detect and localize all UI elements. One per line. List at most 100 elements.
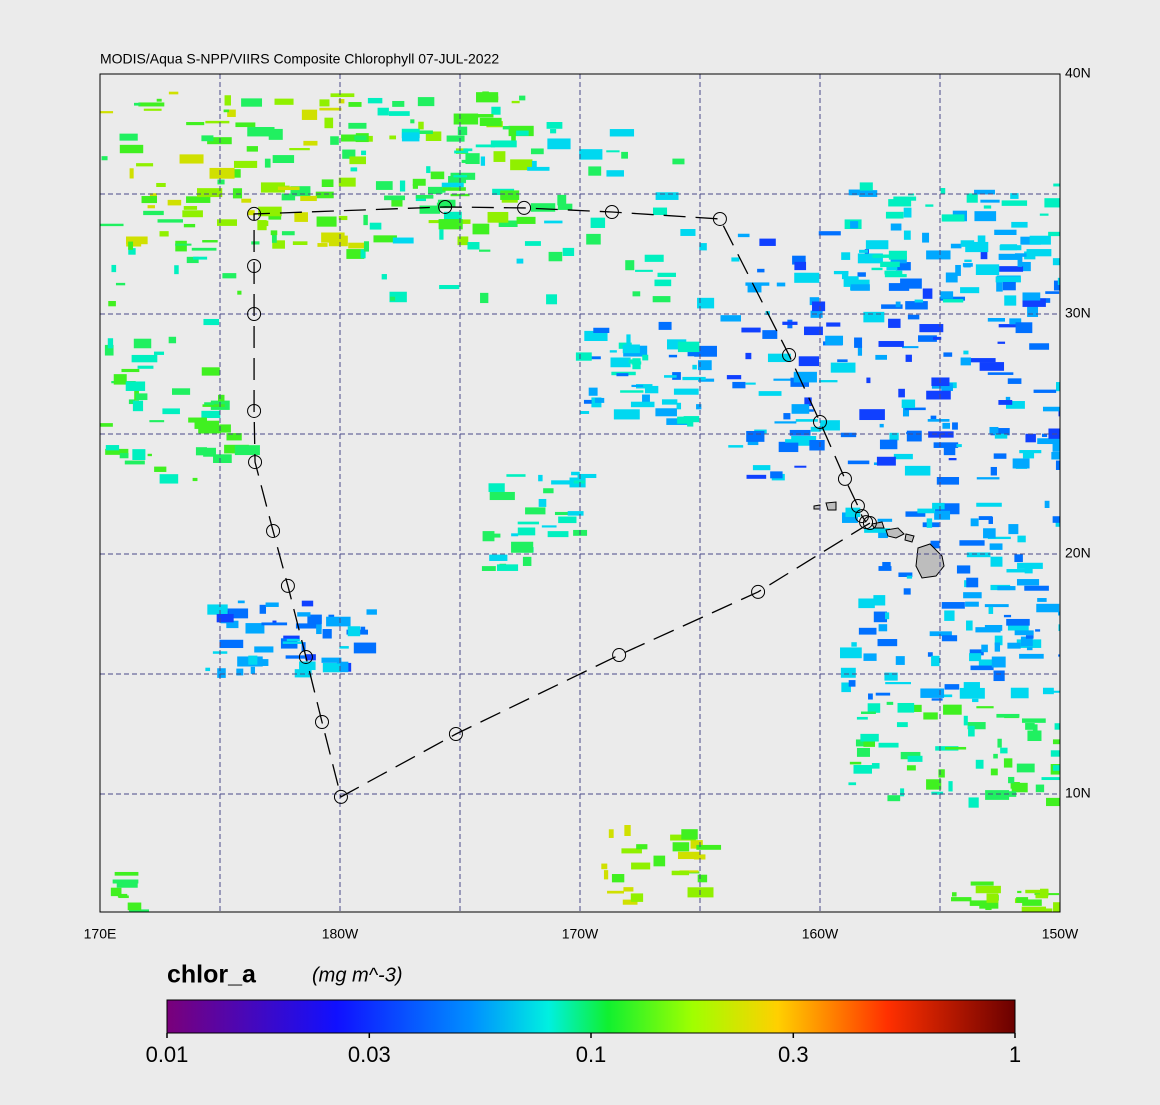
chlorophyll-pixel <box>363 241 370 252</box>
chlorophyll-pixel <box>621 151 628 159</box>
chlorophyll-pixel <box>654 279 672 287</box>
station <box>438 199 453 214</box>
chlorophyll-pixel <box>931 698 943 701</box>
chlorophyll-pixel <box>720 315 741 322</box>
chlorophyll-pixel <box>864 528 891 533</box>
chlorophyll-pixel <box>348 122 367 129</box>
chlorophyll-pixel <box>328 235 348 247</box>
chlorophyll-pixel <box>270 230 278 236</box>
chlorophyll-pixel <box>920 688 945 698</box>
chlorophyll-pixel <box>996 280 1003 292</box>
chlorophyll-pixel <box>490 140 517 148</box>
chlorophyll-pixel <box>1033 389 1057 393</box>
chlorophyll-pixel <box>500 190 520 200</box>
station <box>333 789 348 804</box>
chlorophyll-pixel <box>940 188 946 194</box>
chlorophyll-pixel <box>888 318 901 328</box>
chlorophyll-pixel <box>126 237 142 247</box>
chlorophyll-pixel <box>162 408 180 415</box>
chlorophyll-pixel <box>622 344 640 354</box>
chlorophyll-pixel <box>219 424 231 433</box>
chlorophyll-pixel <box>988 516 993 524</box>
chlorophyll-pixel <box>860 733 879 742</box>
chlorophyll-pixel <box>346 249 365 259</box>
chlorophyll-pixel <box>942 299 964 303</box>
chlorophyll-pixel <box>330 93 355 98</box>
chlorophyll-pixel <box>217 668 226 678</box>
chlorophyll-pixel <box>666 339 687 350</box>
chlorophyll-pixel <box>636 844 648 850</box>
chlorophyll-pixel <box>128 248 136 255</box>
chlorophyll-pixel <box>1052 516 1060 523</box>
station <box>712 211 727 226</box>
chlorophyll-pixel <box>934 510 951 520</box>
chlorophyll-pixel <box>878 624 888 632</box>
chlorophyll-pixel <box>454 150 469 154</box>
chlorophyll-pixel <box>1042 406 1060 412</box>
chlorophyll-pixel <box>918 335 937 342</box>
chlorophyll-pixel <box>516 216 536 224</box>
station <box>782 348 797 363</box>
chlorophyll-pixel <box>156 98 162 102</box>
chlorophyll-pixel <box>377 107 389 116</box>
chlorophyll-pixel <box>141 196 158 204</box>
chlorophyll-pixel <box>201 135 214 142</box>
chlorophyll-pixel <box>935 503 960 515</box>
chlorophyll-pixel <box>100 223 124 227</box>
chlorophyll-pixel <box>960 357 971 366</box>
chlorophyll-pixel <box>922 232 930 243</box>
chlorophyll-pixel <box>980 199 1000 203</box>
chlorophyll-pixel <box>204 402 214 406</box>
chlorophyll-pixel <box>316 624 322 635</box>
lat-label: 40N <box>1065 65 1091 81</box>
chlorophyll-pixel <box>895 656 905 665</box>
chlorophyll-pixel <box>258 206 282 217</box>
chlorophyll-pixel <box>135 393 148 401</box>
chlorophyll-pixel <box>116 882 138 888</box>
chlorophyll-pixel <box>783 413 791 420</box>
chlorophyll-pixel <box>773 378 792 381</box>
chlorophyll-pixel <box>794 261 807 271</box>
chlorophyll-pixel <box>792 255 806 265</box>
chlorophyll-pixel <box>694 345 717 357</box>
chlorophyll-pixel <box>672 158 685 165</box>
chlorophyll-pixel <box>546 294 558 305</box>
chlorophyll-pixel <box>1044 500 1050 508</box>
chlorophyll-pixel <box>993 670 1005 682</box>
chlorophyll-pixel <box>274 98 294 105</box>
graticule <box>100 74 1060 912</box>
chlorophyll-pixel <box>128 241 134 250</box>
chlorophyll-pixel <box>966 552 991 558</box>
chlorophyll-pixel <box>1025 433 1036 443</box>
chlorophyll-pixel <box>282 641 302 644</box>
chlorophyll-pixel <box>1027 306 1039 317</box>
chlorophyll-pixel <box>1053 902 1060 912</box>
chlorophyll-pixel <box>375 181 393 190</box>
chlorophyll-pixel <box>530 148 544 155</box>
chlorophyll-pixel <box>571 471 580 476</box>
chlorophyll-pixel <box>369 222 382 230</box>
chlorophyll-pixel <box>149 420 165 423</box>
chlorophyll-pixel <box>104 344 114 356</box>
station <box>247 206 262 221</box>
chlorophyll-pixel <box>530 203 556 212</box>
chlorophyll-pixel <box>1016 897 1029 903</box>
chlorophyll-pixel <box>655 192 679 200</box>
chlorophyll-pixel <box>219 639 244 649</box>
chlorophyll-pixel <box>251 241 260 245</box>
chlorophyll-pixel <box>154 466 167 472</box>
chlorophyll-pixel <box>217 394 225 402</box>
chlorophyll-pixel <box>879 439 898 450</box>
chlorophyll-pixel <box>511 541 534 553</box>
chlorophyll-pixel <box>888 199 912 207</box>
chlorophyll-pixel <box>951 897 972 902</box>
chlorophyll-pixel <box>965 601 979 607</box>
chlorophyll-pixel <box>322 629 332 639</box>
chlorophyll-pixel <box>929 631 952 637</box>
chlorophyll-pixel <box>895 301 901 308</box>
lat-label: 20N <box>1065 545 1091 561</box>
chlorophyll-pixel <box>479 117 502 126</box>
chlorophyll-pixel <box>853 765 872 774</box>
chlorophyll-pixel <box>841 682 851 693</box>
chlorophyll-pixel <box>903 207 912 218</box>
